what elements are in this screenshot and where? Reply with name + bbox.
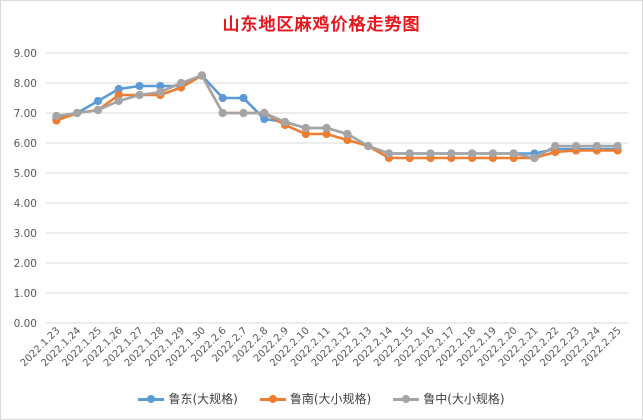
data-point <box>343 129 352 139</box>
y-tick-label: 2.00 <box>14 258 37 270</box>
data-point <box>239 93 248 103</box>
data-point <box>447 149 456 158</box>
data-point <box>93 105 103 115</box>
data-point <box>135 90 144 100</box>
legend-swatch-0 <box>138 394 165 404</box>
data-point <box>530 153 539 163</box>
legend-item-series-2: 鲁中(大小规格) <box>393 390 505 407</box>
data-point <box>551 141 560 151</box>
y-axis-ticks: 0.00 1.00 2.00 3.00 4.00 5.00 6.00 7.00 8.00 9.00 <box>14 48 37 330</box>
series-line <box>55 74 619 160</box>
data-point <box>218 93 227 103</box>
legend-label-2: 鲁中(大小规格) <box>423 392 505 406</box>
series-2 <box>52 71 622 163</box>
chart-title: 山东地区麻鸡价格走势图 <box>222 15 421 35</box>
data-point <box>405 149 414 158</box>
data-point <box>114 96 123 106</box>
legend-swatch-2 <box>393 394 420 404</box>
series-group <box>52 71 622 163</box>
data-point <box>322 123 331 133</box>
data-point <box>197 71 206 80</box>
data-point <box>488 149 497 158</box>
data-point <box>384 149 394 158</box>
data-point <box>260 108 269 118</box>
legend-label-0: 鲁东(大规格) <box>168 392 238 406</box>
series-0 <box>52 71 622 158</box>
data-point <box>73 108 82 118</box>
data-point <box>156 87 165 97</box>
data-point <box>135 81 144 91</box>
data-point <box>613 141 622 151</box>
y-tick-label: 8.00 <box>14 78 37 90</box>
data-point <box>93 96 103 106</box>
data-point <box>218 108 227 118</box>
gridlines <box>46 52 628 324</box>
y-tick-label: 4.00 <box>14 198 37 210</box>
legend-item-series-1: 鲁南(大小规格) <box>259 390 372 407</box>
legend-swatch-1 <box>259 394 286 404</box>
y-tick-label: 5.00 <box>14 168 37 180</box>
data-point <box>280 117 290 127</box>
legend: 鲁东(大规格) 鲁南(大小规格) 鲁中(大小规格) <box>0 390 643 407</box>
data-point <box>571 141 581 151</box>
y-tick-label: 7.00 <box>14 108 37 120</box>
data-point <box>177 78 186 88</box>
series-line <box>55 74 619 160</box>
data-point <box>239 108 248 118</box>
data-point <box>301 123 310 133</box>
y-tick-label: 0.00 <box>14 318 37 330</box>
y-tick-label: 1.00 <box>14 288 37 300</box>
data-point <box>468 149 477 158</box>
y-tick-label: 9.00 <box>14 48 37 60</box>
legend-label-1: 鲁南(大小规格) <box>289 392 372 406</box>
legend-item-series-0: 鲁东(大规格) <box>138 390 238 407</box>
data-point <box>426 149 435 158</box>
y-tick-label: 6.00 <box>14 138 37 150</box>
x-axis-ticks: 2022.1.232022.1.242022.1.252022.1.262022… <box>19 325 624 369</box>
data-point <box>592 141 601 151</box>
data-point <box>364 141 373 151</box>
y-tick-label: 3.00 <box>14 228 37 240</box>
data-point <box>509 149 518 158</box>
data-point <box>52 111 61 121</box>
